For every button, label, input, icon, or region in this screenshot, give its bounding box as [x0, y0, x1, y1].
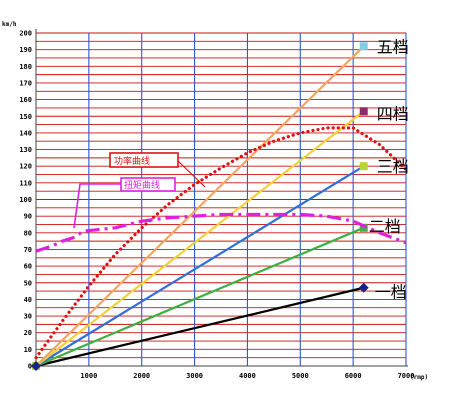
power-curve-callout	[109, 152, 179, 168]
performance-curves	[34, 126, 408, 360]
y-tick-label: 190	[19, 46, 32, 54]
origin-marker	[31, 361, 41, 371]
y-tick-label: 80	[24, 229, 32, 237]
series-lines	[31, 42, 369, 371]
x-unit-label: (rmp)	[410, 374, 428, 381]
y-tick-label: 100	[19, 196, 32, 204]
series-marker	[358, 282, 369, 293]
series-label: 三档	[377, 157, 409, 176]
y-tick-label: 170	[19, 79, 32, 87]
y-tick-label: 110	[19, 179, 32, 187]
y-tick-label: 0	[28, 363, 32, 371]
y-tick-label: 70	[24, 246, 32, 254]
y-tick-label: 180	[19, 63, 32, 71]
tick-labels: 0 10 20 30 40 50 60 70 80 90 100 110 120 130 140 150 160…	[19, 30, 414, 381]
axes	[35, 29, 408, 367]
series-line-4	[35, 110, 365, 367]
series-marker	[359, 162, 368, 171]
series-line-5	[35, 45, 365, 367]
x-tick-label: 7000	[398, 372, 415, 380]
series-line-2	[35, 226, 365, 368]
y-tick-label: 30	[24, 313, 32, 321]
y-tick-label: 130	[19, 146, 32, 154]
series-label: 二档	[369, 217, 401, 236]
power-curve-leader	[177, 160, 206, 188]
y-tick-label: 40	[24, 296, 32, 304]
x-tick-label: 1000	[80, 372, 97, 380]
curve-1	[34, 126, 408, 360]
series-label: 五档	[377, 37, 409, 56]
series-marker	[359, 107, 368, 116]
series-line-1	[35, 286, 364, 368]
x-tick-label: 6000	[345, 372, 362, 380]
y-tick-label: 20	[24, 329, 32, 337]
power-curve-label: 功率曲线	[114, 155, 150, 167]
y-unit-label: km/h	[2, 21, 17, 28]
series-label: 四档	[377, 104, 409, 123]
y-tick-label: 140	[19, 129, 32, 137]
x-tick-label: 3000	[186, 372, 203, 380]
y-tick-label: 120	[19, 163, 32, 171]
torque-curve-label: 扭矩曲线	[124, 179, 160, 191]
series-label: 一档	[375, 283, 407, 302]
series-marker	[359, 223, 368, 232]
x-tick-label: 2000	[133, 372, 150, 380]
y-tick-label: 10	[24, 346, 32, 354]
torque-curve-leader	[73, 183, 121, 229]
x-tick-label: 4000	[239, 372, 256, 380]
y-tick-label: 200	[19, 30, 32, 38]
series-line-3	[35, 165, 365, 367]
y-tick-label: 60	[24, 263, 32, 271]
y-tick-label: 50	[24, 279, 32, 287]
grid	[36, 32, 407, 367]
series-marker	[359, 42, 368, 51]
x-tick-label: 5000	[292, 372, 309, 380]
curve-2	[35, 212, 407, 253]
y-tick-label: 90	[24, 213, 32, 221]
y-tick-label: 150	[19, 113, 32, 121]
y-tick-label: 160	[19, 96, 32, 104]
